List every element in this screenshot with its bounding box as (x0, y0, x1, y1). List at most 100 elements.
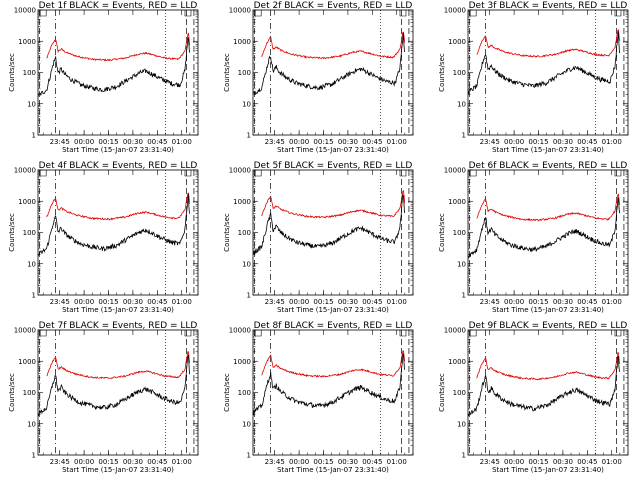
panel-9: Det 9f BLACK = Events, RED = LLD 1 10 100 10… (438, 321, 629, 474)
x-tick-label: 00:15 (313, 458, 333, 466)
panel-5: Det 5f BLACK = Events, RED = LLD 1 10 100 10… (223, 161, 414, 314)
top-bracket (39, 10, 47, 17)
x-axis-label: Start Time (15-Jan-07 23:31:40) (492, 146, 604, 154)
x-tick-label: 23:45 (480, 138, 500, 146)
top-bracket (184, 330, 192, 337)
y-tick-label: 10 (457, 260, 466, 268)
top-bracket (184, 10, 192, 17)
y-tick-label: 1 (32, 132, 36, 140)
x-axis-label: Start Time (15-Jan-07 23:31:40) (62, 466, 174, 474)
top-bracket (614, 330, 622, 337)
y-tick-label: 10 (457, 420, 466, 428)
y-tick-label: 1 (247, 292, 251, 300)
x-tick-label: 00:45 (577, 298, 597, 306)
y-tick-label: 10 (27, 260, 36, 268)
y-tick-label: 100 (23, 69, 36, 77)
y-tick-label: 100 (453, 229, 466, 237)
y-tick-label: 1000 (233, 38, 251, 46)
panel-3: Det 3f BLACK = Events, RED = LLD 1 10 100 10… (438, 1, 629, 154)
x-tick-label: 00:30 (338, 298, 358, 306)
x-tick-label: 00:45 (362, 298, 382, 306)
lld-series-line (46, 192, 190, 221)
y-tick-label: 1 (247, 132, 251, 140)
y-tick-label: 100 (23, 229, 36, 237)
top-bracket (399, 330, 407, 337)
events-series-line (37, 37, 190, 97)
events-series-line (252, 194, 405, 255)
top-bracket (469, 10, 477, 17)
events-series-line (252, 353, 405, 416)
plot-frame (37, 9, 199, 136)
x-tick-label: 00:00 (504, 458, 524, 466)
x-tick-label: 23:45 (50, 458, 70, 466)
y-tick-label: 1000 (18, 358, 36, 366)
x-tick-label: 00:15 (98, 138, 118, 146)
y-axis-label: Counts/sec (438, 213, 446, 252)
x-tick-label: 00:30 (123, 458, 143, 466)
y-tick-label: 10000 (444, 327, 466, 335)
x-tick-label: 01:00 (172, 138, 192, 146)
plot-frame (467, 329, 629, 456)
top-bracket (399, 10, 407, 17)
y-tick-label: 100 (23, 389, 36, 397)
y-tick-label: 1000 (18, 198, 36, 206)
y-tick-label: 10000 (444, 7, 466, 15)
x-tick-label: 00:15 (313, 138, 333, 146)
panel-1: Det 1f BLACK = Events, RED = LLD 1 10 100 10… (8, 1, 199, 154)
plot-frame (37, 169, 199, 296)
x-tick-label: 00:00 (74, 458, 94, 466)
panel-title: Det 5f BLACK = Events, RED = LLD (254, 161, 413, 171)
x-tick-label: 00:00 (504, 298, 524, 306)
x-tick-label: 23:45 (265, 298, 285, 306)
x-tick-label: 01:00 (602, 298, 622, 306)
x-tick-label: 00:15 (98, 458, 118, 466)
plot-frame (252, 169, 414, 296)
panel-title: Det 9f BLACK = Events, RED = LLD (469, 321, 628, 331)
top-bracket (614, 170, 622, 177)
x-tick-label: 01:00 (387, 298, 407, 306)
y-tick-label: 10000 (14, 167, 36, 175)
top-bracket (39, 170, 47, 177)
y-tick-label: 1 (32, 452, 36, 460)
x-tick-label: 00:00 (289, 458, 309, 466)
x-tick-label: 00:00 (289, 298, 309, 306)
x-tick-label: 00:30 (338, 458, 358, 466)
x-axis-label: Start Time (15-Jan-07 23:31:40) (277, 466, 389, 474)
y-tick-label: 100 (453, 389, 466, 397)
x-tick-label: 23:45 (265, 138, 285, 146)
y-axis-label: Counts/sec (223, 53, 231, 92)
x-tick-label: 00:30 (123, 298, 143, 306)
panel-title: Det 8f BLACK = Events, RED = LLD (254, 321, 413, 331)
panel-2: Det 2f BLACK = Events, RED = LLD 1 10 100 10… (223, 1, 414, 154)
lld-series-line (476, 29, 620, 58)
x-tick-label: 00:30 (553, 298, 573, 306)
panel-8: Det 8f BLACK = Events, RED = LLD 1 10 100 10… (223, 321, 414, 474)
top-bracket (39, 330, 47, 337)
panel-title: Det 6f BLACK = Events, RED = LLD (469, 161, 628, 171)
y-tick-label: 10000 (229, 167, 251, 175)
y-tick-label: 10000 (14, 327, 36, 335)
y-axis-label: Counts/sec (8, 373, 16, 412)
y-tick-label: 10000 (229, 327, 251, 335)
x-tick-label: 23:45 (50, 138, 70, 146)
x-tick-label: 00:30 (123, 138, 143, 146)
plot-frame (252, 9, 414, 136)
x-tick-label: 00:30 (553, 458, 573, 466)
top-bracket (469, 330, 477, 337)
panel-title: Det 3f BLACK = Events, RED = LLD (469, 1, 628, 11)
y-tick-label: 1 (462, 452, 466, 460)
x-tick-label: 00:15 (528, 458, 548, 466)
x-tick-label: 00:45 (362, 458, 382, 466)
x-tick-label: 00:45 (147, 138, 167, 146)
top-bracket (184, 170, 192, 177)
x-tick-label: 00:00 (74, 298, 94, 306)
y-tick-label: 1000 (18, 38, 36, 46)
x-tick-label: 00:00 (289, 138, 309, 146)
events-series-line (467, 355, 620, 417)
y-axis-label: Counts/sec (8, 213, 16, 252)
lld-series-line (261, 190, 405, 219)
events-series-line (467, 197, 620, 259)
events-series-line (37, 194, 190, 257)
y-tick-label: 10 (242, 100, 251, 108)
y-axis-label: Counts/sec (223, 373, 231, 412)
